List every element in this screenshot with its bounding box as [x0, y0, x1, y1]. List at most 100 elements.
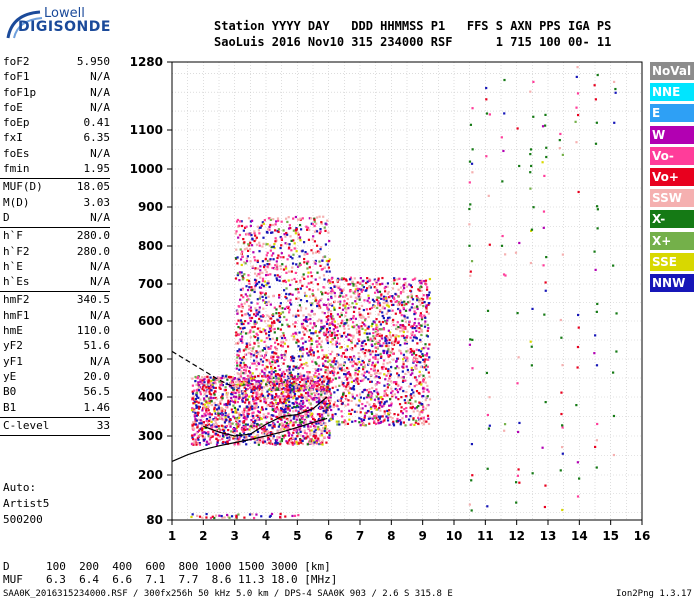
echo-point: [416, 307, 419, 311]
echo-point: [344, 355, 347, 358]
echo-point: [191, 425, 194, 429]
echo-point: [488, 113, 491, 116]
echo-point: [398, 349, 401, 352]
echo-point: [253, 290, 256, 294]
echo-point: [267, 359, 271, 362]
echo-point: [351, 302, 354, 305]
echo-point: [389, 335, 393, 339]
echo-point: [543, 505, 547, 509]
echo-point: [390, 303, 394, 307]
echo-point: [263, 320, 267, 323]
echo-point: [358, 311, 361, 314]
echo-point: [418, 289, 421, 292]
echo-point: [248, 282, 251, 285]
echo-point: [334, 295, 337, 298]
echo-point: [356, 291, 359, 294]
echo-point: [273, 274, 277, 277]
echo-point: [226, 513, 229, 517]
echo-point: [363, 414, 367, 417]
echo-point: [280, 395, 283, 398]
echo-point: [404, 379, 407, 382]
echo-point: [370, 395, 373, 398]
echo-point: [289, 235, 292, 238]
echo-point: [288, 293, 291, 296]
echo-point: [255, 393, 258, 396]
echo-point: [303, 425, 306, 428]
echo-point: [401, 370, 404, 373]
echo-point: [353, 397, 356, 400]
echo-point: [341, 319, 344, 322]
echo-point: [280, 374, 283, 377]
echo-point: [347, 318, 350, 322]
echo-point: [243, 401, 247, 404]
echo-point: [242, 361, 245, 364]
echo-point: [347, 327, 350, 330]
echo-point: [310, 310, 313, 313]
echo-point: [372, 335, 375, 338]
echo-point: [315, 420, 319, 424]
echo-point: [310, 429, 313, 432]
echo-point: [420, 279, 423, 282]
echo-point: [322, 286, 325, 289]
echo-point: [239, 258, 243, 261]
echo-point: [350, 305, 353, 309]
echo-point: [315, 362, 318, 365]
echo-point: [346, 333, 350, 336]
echo-point: [291, 434, 294, 437]
echo-point: [333, 285, 336, 288]
echo-point: [205, 443, 208, 446]
echo-point: [344, 369, 347, 372]
echo-point: [283, 383, 287, 386]
echo-point: [284, 307, 287, 310]
echo-point: [314, 296, 317, 299]
echo-point: [396, 282, 399, 285]
echo-point: [236, 256, 239, 259]
echo-point: [310, 397, 313, 400]
echo-point: [323, 266, 326, 269]
echo-point: [329, 302, 333, 306]
echo-point: [286, 220, 289, 224]
echo-point: [373, 300, 376, 303]
echo-point: [299, 348, 302, 351]
echo-point: [265, 283, 268, 287]
echo-point: [254, 322, 257, 325]
echo-point: [404, 401, 407, 405]
echo-point: [251, 412, 254, 415]
echo-point: [241, 410, 244, 413]
legend-item-e: E: [650, 104, 694, 123]
echo-point: [595, 310, 598, 313]
echo-point: [352, 379, 356, 382]
echo-point: [328, 330, 332, 333]
echo-point: [327, 396, 330, 400]
echo-point: [330, 292, 333, 295]
echo-point: [411, 348, 414, 351]
echo-point: [253, 384, 257, 387]
echo-point: [295, 418, 298, 421]
echo-point: [427, 312, 430, 315]
echo-point: [424, 381, 427, 384]
echo-point: [405, 302, 408, 306]
echo-point: [291, 266, 294, 269]
echo-point: [367, 297, 370, 300]
echo-point: [284, 295, 287, 299]
echo-point: [246, 312, 249, 315]
echo-point: [263, 400, 266, 403]
echo-point: [304, 395, 307, 399]
echo-point: [257, 384, 260, 387]
echo-point: [205, 407, 208, 410]
echo-point: [300, 322, 304, 326]
echo-point: [272, 383, 275, 386]
echo-point: [275, 260, 278, 263]
echo-point: [342, 382, 345, 385]
echo-point: [251, 326, 254, 329]
echo-point: [299, 228, 303, 231]
echo-point: [235, 430, 239, 433]
echo-point: [298, 377, 301, 380]
echo-point: [396, 383, 399, 386]
echo-point: [232, 437, 235, 440]
echo-point: [321, 259, 324, 262]
echo-point: [195, 443, 198, 446]
echo-point: [236, 408, 240, 411]
echo-point: [331, 320, 334, 323]
echo-point: [311, 415, 314, 418]
